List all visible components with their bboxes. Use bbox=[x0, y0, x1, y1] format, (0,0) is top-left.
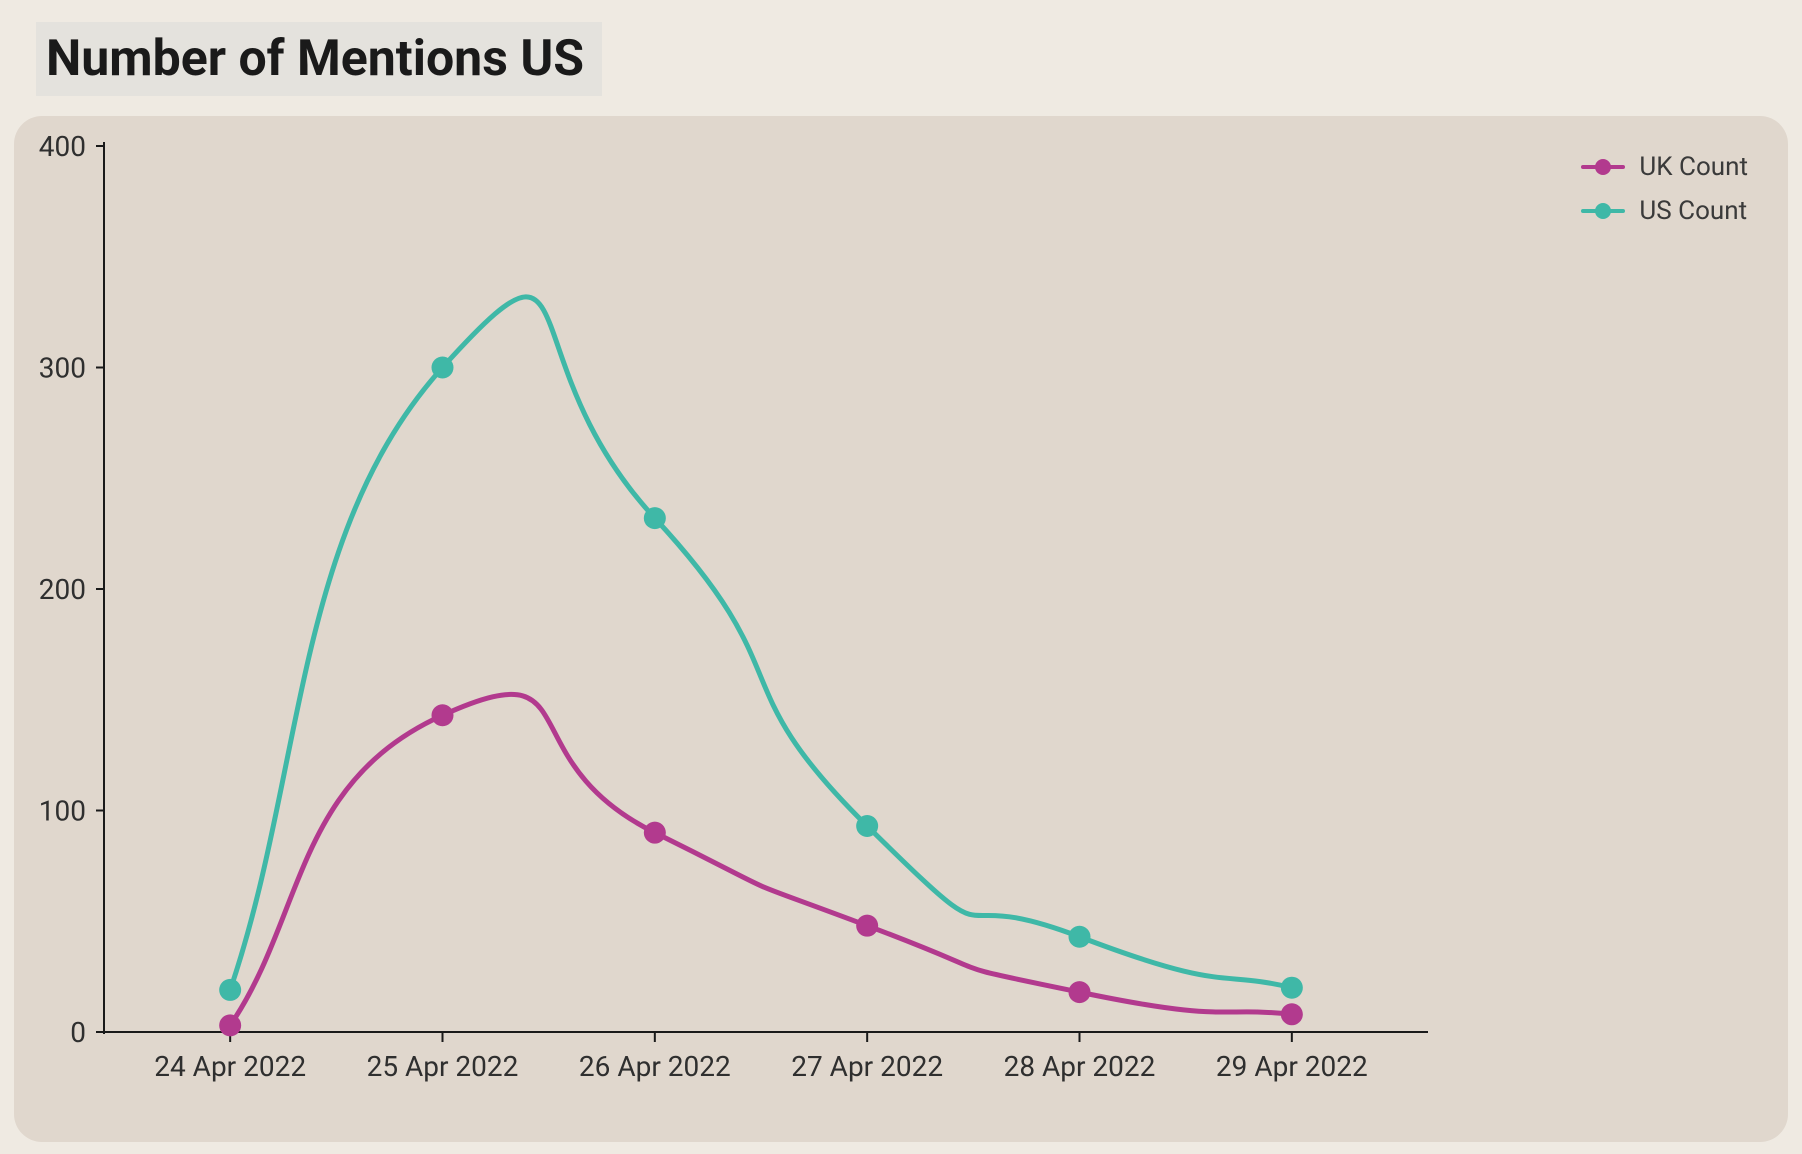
chart-card: 0 100 200 300 400 24 Apr 2022 25 Apr 2022 26 Ap… bbox=[14, 116, 1788, 1142]
x-tick-label: 24 Apr 2022 bbox=[154, 1050, 306, 1083]
legend-label: UK Count bbox=[1639, 152, 1748, 182]
series-marker bbox=[1281, 1003, 1303, 1025]
y-tick-label: 400 bbox=[39, 130, 86, 163]
x-tick-label: 26 Apr 2022 bbox=[579, 1050, 731, 1083]
series-marker bbox=[1069, 981, 1091, 1003]
chart-title: Number of Mentions US bbox=[36, 22, 602, 96]
y-tick-label: 100 bbox=[39, 795, 86, 828]
series-marker bbox=[219, 979, 241, 1001]
page-root: Number of Mentions US 0 100 200 300 400 24 Ap… bbox=[0, 0, 1802, 1154]
series-marker bbox=[1069, 926, 1091, 948]
legend-item: US Count bbox=[1581, 196, 1748, 226]
legend-swatch bbox=[1581, 203, 1625, 219]
x-tick-label: 29 Apr 2022 bbox=[1216, 1050, 1368, 1083]
chart-legend: UK Count US Count bbox=[1581, 152, 1748, 226]
series-marker bbox=[432, 357, 454, 379]
series-marker bbox=[644, 507, 666, 529]
series-marker bbox=[1281, 977, 1303, 999]
y-tick-label: 300 bbox=[39, 352, 86, 385]
y-tick-label: 200 bbox=[39, 573, 86, 606]
y-tick-label: 0 bbox=[70, 1016, 86, 1049]
legend-label: US Count bbox=[1639, 196, 1747, 226]
legend-dot-icon bbox=[1595, 159, 1611, 175]
series-marker bbox=[644, 822, 666, 844]
series-marker bbox=[856, 815, 878, 837]
series-line bbox=[230, 694, 1292, 1025]
chart-svg: 0 100 200 300 400 24 Apr 2022 25 Apr 2022 26 Ap… bbox=[14, 116, 1788, 1142]
series-marker bbox=[856, 915, 878, 937]
legend-dot-icon bbox=[1595, 203, 1611, 219]
legend-swatch bbox=[1581, 159, 1625, 175]
series-marker bbox=[219, 1014, 241, 1036]
x-tick-label: 27 Apr 2022 bbox=[791, 1050, 943, 1083]
legend-item: UK Count bbox=[1581, 152, 1748, 182]
series-marker bbox=[432, 704, 454, 726]
x-tick-label: 25 Apr 2022 bbox=[367, 1050, 519, 1083]
x-tick-label: 28 Apr 2022 bbox=[1004, 1050, 1156, 1083]
